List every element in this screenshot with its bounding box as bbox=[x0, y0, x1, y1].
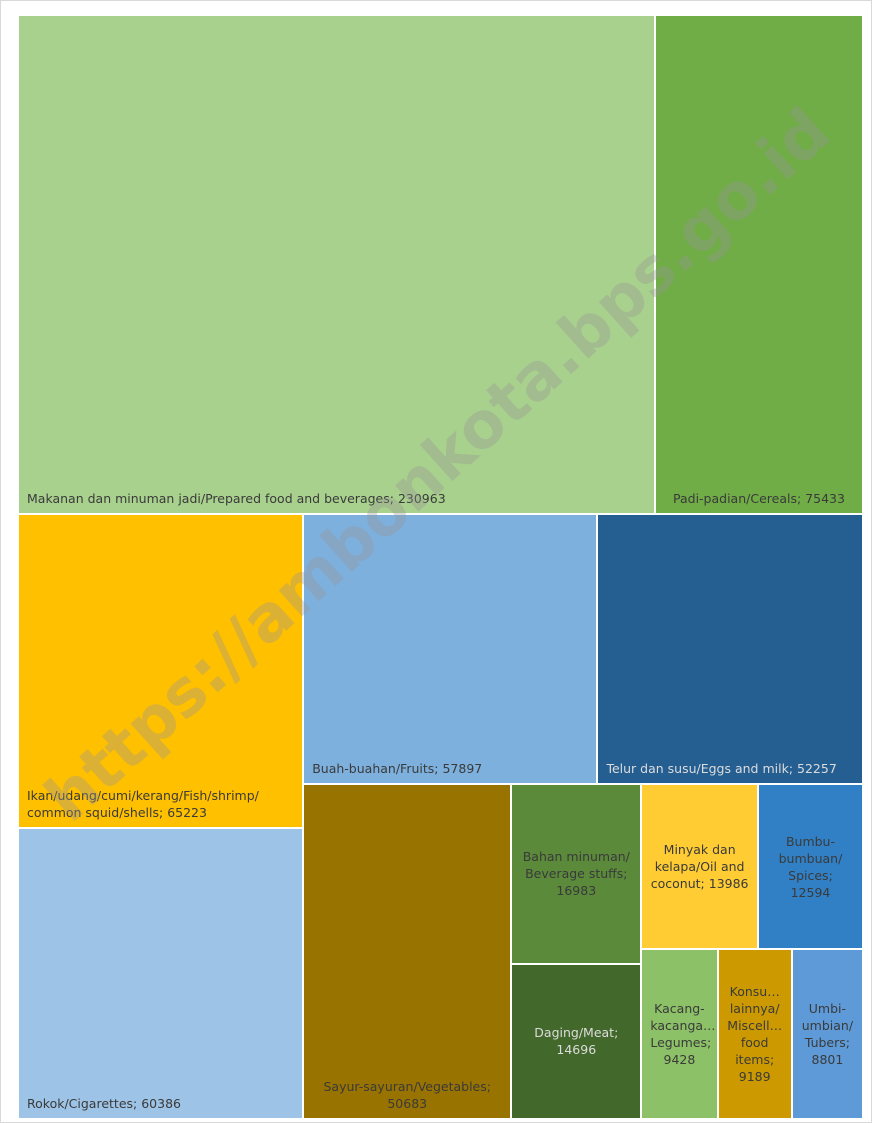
category-label: Kacang-kacanga… Legumes; bbox=[650, 1000, 716, 1050]
cell-label: Daging/Meat; 14696 bbox=[520, 1024, 632, 1058]
treemap-cell: Kacang-kacanga… Legumes; 9428 bbox=[641, 948, 718, 1119]
treemap-cell: Konsu… lainnya/ Miscell… food items; 918… bbox=[717, 948, 792, 1119]
cell-label: Padi-padian/Cereals; 75433 bbox=[664, 490, 854, 507]
value-label: 16983 bbox=[556, 883, 597, 899]
value-label: 57897 bbox=[442, 761, 483, 777]
value-label: 9189 bbox=[738, 1068, 771, 1084]
cell-label: Bahan minuman/ Beverage stuffs; 16983 bbox=[520, 848, 632, 899]
treemap-cell: Umbi-umbian/ Tubers; 8801 bbox=[791, 948, 863, 1119]
value-label: 13986 bbox=[708, 876, 749, 891]
treemap-cell: Rokok/Cigarettes; 60386 bbox=[18, 827, 304, 1119]
value-label: 65223 bbox=[167, 804, 207, 820]
value-label: 12594 bbox=[790, 884, 831, 900]
treemap-cell: Telur dan susu/Eggs and milk; 52257 bbox=[597, 513, 863, 785]
treemap-cell: Padi-padian/Cereals; 75433 bbox=[654, 15, 863, 514]
category-label: Konsu… lainnya/ Miscell… food items; bbox=[727, 983, 783, 1067]
cell-label: Telur dan susu/Eggs and milk; 52257 bbox=[606, 760, 854, 777]
value-label: 8801 bbox=[811, 1051, 844, 1067]
treemap-cell: Daging/Meat; 14696 bbox=[511, 963, 642, 1119]
value-label: 14696 bbox=[556, 1042, 597, 1058]
cell-label: Kacang-kacanga… Legumes; 9428 bbox=[650, 1000, 715, 1068]
treemap-cell: Ikan/udang/cumi/kerang/Fish/shrimp/ comm… bbox=[18, 513, 304, 828]
category-label: Umbi-umbian/ Tubers; bbox=[801, 1000, 854, 1050]
category-label: Daging/Meat; bbox=[534, 1025, 619, 1041]
category-label: Buah-buahan/Fruits; bbox=[312, 761, 439, 777]
treemap-cell: Makanan dan minuman jadi/Prepared food a… bbox=[18, 15, 655, 514]
value-label: 50683 bbox=[387, 1095, 428, 1111]
value-label: 230963 bbox=[397, 490, 446, 506]
cell-label: Konsu… lainnya/ Miscell… food items; 918… bbox=[727, 983, 783, 1085]
cell-label: Bumbu-bumbuan/ Spices; 12594 bbox=[767, 833, 854, 901]
category-label: Telur dan susu/Eggs and milk; bbox=[606, 761, 794, 777]
category-label: Sayur-sayuran/Vegetables; bbox=[323, 1078, 491, 1094]
cell-label: Buah-buahan/Fruits; 57897 bbox=[312, 760, 588, 777]
value-label: 75433 bbox=[805, 490, 845, 506]
cell-label: Makanan dan minuman jadi/Prepared food a… bbox=[27, 490, 646, 507]
value-label: 9428 bbox=[663, 1051, 696, 1067]
treemap-cell: Minyak dan kelapa/Oil and coconut; 13986 bbox=[641, 784, 758, 949]
category-label: Makanan dan minuman jadi/Prepared food a… bbox=[27, 490, 394, 506]
cell-label: Minyak dan kelapa/Oil and coconut; 13986 bbox=[650, 841, 749, 892]
cell-label: Rokok/Cigarettes; 60386 bbox=[27, 1095, 294, 1112]
category-label: Rokok/Cigarettes; bbox=[27, 1095, 138, 1111]
category-label: Ikan/udang/cumi/kerang/Fish/shrimp/ comm… bbox=[27, 787, 259, 820]
cell-label: Ikan/udang/cumi/kerang/Fish/shrimp/ comm… bbox=[27, 787, 294, 821]
category-label: Bumbu-bumbuan/ Spices; bbox=[778, 833, 843, 883]
category-label: Minyak dan kelapa/Oil and coconut; bbox=[650, 842, 745, 891]
treemap-cell: Bumbu-bumbuan/ Spices; 12594 bbox=[757, 784, 863, 949]
cell-label: Sayur-sayuran/Vegetables; 50683 bbox=[312, 1078, 502, 1112]
value-label: 52257 bbox=[797, 761, 837, 777]
treemap-cell: Buah-buahan/Fruits; 57897 bbox=[303, 513, 598, 785]
value-label: 60386 bbox=[141, 1095, 181, 1111]
cell-label: Umbi-umbian/ Tubers; 8801 bbox=[801, 1000, 854, 1068]
treemap-cell: Sayur-sayuran/Vegetables; 50683 bbox=[303, 784, 512, 1119]
category-label: Bahan minuman/ Beverage stuffs; bbox=[522, 849, 630, 882]
treemap-cell: Bahan minuman/ Beverage stuffs; 16983 bbox=[511, 784, 642, 964]
category-label: Padi-padian/Cereals; bbox=[673, 490, 802, 506]
